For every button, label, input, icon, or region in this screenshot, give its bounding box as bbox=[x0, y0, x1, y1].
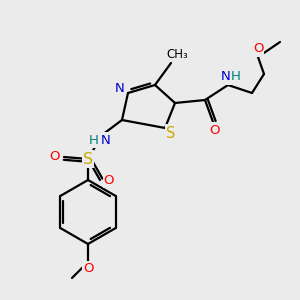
Text: S: S bbox=[166, 125, 176, 140]
Text: S: S bbox=[83, 152, 93, 166]
Text: N: N bbox=[115, 82, 125, 94]
Text: O: O bbox=[253, 43, 263, 56]
Text: O: O bbox=[104, 173, 114, 187]
Text: CH₃: CH₃ bbox=[166, 47, 188, 61]
Text: H: H bbox=[231, 70, 241, 83]
Text: O: O bbox=[50, 151, 60, 164]
Text: N: N bbox=[101, 134, 111, 146]
Text: N: N bbox=[221, 70, 231, 83]
Text: H: H bbox=[89, 134, 99, 146]
Text: O: O bbox=[83, 262, 93, 275]
Text: O: O bbox=[209, 124, 219, 136]
